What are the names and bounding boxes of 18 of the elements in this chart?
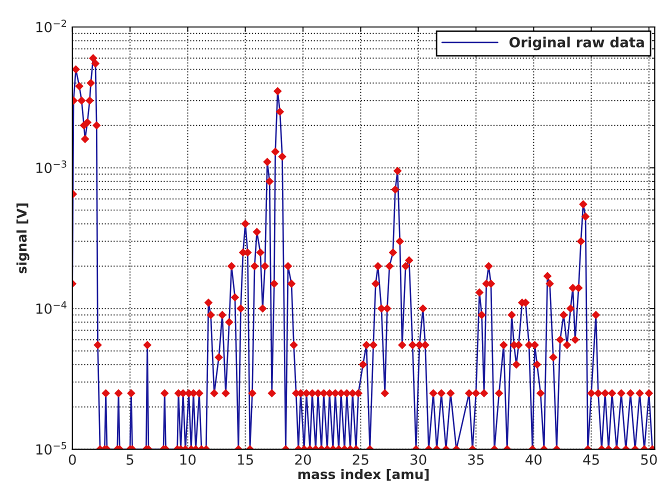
x-tick-label: 0 bbox=[68, 454, 76, 465]
x-tick-label: 30 bbox=[410, 454, 426, 465]
y-tick-label: 10$^{−4}$ bbox=[36, 301, 66, 314]
x-tick-label: 50 bbox=[641, 454, 657, 465]
y-tick-label: 10$^{−2}$ bbox=[36, 20, 66, 32]
x-tick-label: 20 bbox=[295, 454, 311, 465]
x-tick-label: 40 bbox=[525, 454, 542, 465]
x-axis-title: mass index [amu] bbox=[298, 468, 429, 481]
legend-label: Original raw data bbox=[509, 36, 644, 50]
x-tick-label: 25 bbox=[352, 454, 368, 465]
x-tick-label: 15 bbox=[238, 454, 253, 465]
x-tick-label: 10 bbox=[180, 454, 196, 465]
x-tick-label: 45 bbox=[583, 454, 599, 465]
x-tick-label: 5 bbox=[126, 454, 134, 465]
x-tick-label: 35 bbox=[468, 454, 484, 465]
y-tick-label: 10$^{−3}$ bbox=[36, 160, 66, 174]
y-axis-title: signal [V] bbox=[16, 204, 30, 274]
y-tick-label: 10$^{−5}$ bbox=[36, 442, 66, 455]
